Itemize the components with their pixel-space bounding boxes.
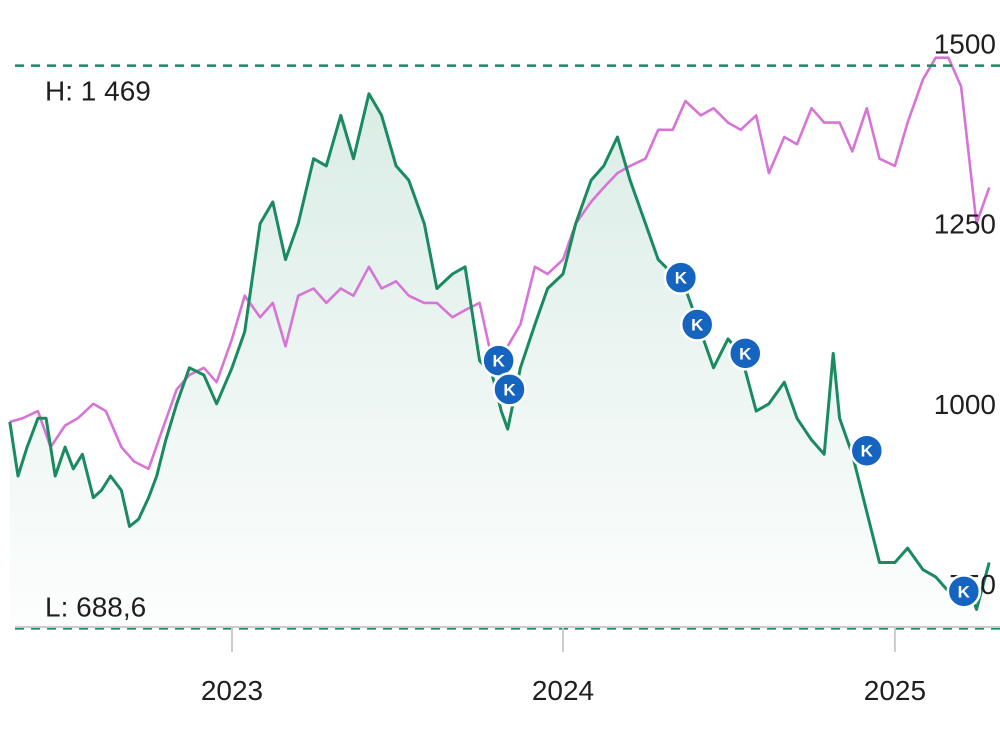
event-marker[interactable]: K	[946, 574, 982, 609]
x-tick-label: 2023	[201, 675, 263, 706]
event-marker[interactable]: K	[481, 343, 516, 378]
primary-series-line	[8, 92, 991, 611]
x-axis: 2023 2024 2025	[15, 626, 1000, 706]
event-marker-dot	[679, 307, 715, 342]
event-marker[interactable]: K	[492, 372, 527, 407]
low-label: L: 688,6	[45, 591, 146, 622]
event-marker-label: K	[492, 352, 505, 371]
y-tick-label: 1250	[934, 209, 996, 240]
high-label: H: 1 469	[45, 76, 151, 107]
event-marker-label: K	[739, 344, 752, 363]
event-marker-dot	[849, 433, 885, 468]
y-tick-label: 1500	[934, 28, 996, 59]
event-marker[interactable]: K	[728, 336, 763, 371]
y-tick-label: 1000	[934, 389, 996, 420]
event-marker-dot	[946, 574, 982, 609]
event-marker[interactable]: K	[663, 260, 699, 295]
event-marker-label: K	[503, 380, 516, 399]
event-marker-label: K	[958, 582, 971, 601]
event-marker[interactable]: K	[849, 433, 885, 468]
event-marker-dot	[728, 336, 763, 371]
event-marker-dot	[663, 260, 699, 295]
event-marker-dot	[492, 372, 527, 407]
event-marker[interactable]: K	[679, 307, 715, 342]
event-marker-label: K	[861, 442, 874, 461]
event-marker-label: K	[675, 269, 688, 288]
event-marker-label: K	[691, 316, 704, 335]
x-tick-label: 2025	[864, 675, 926, 706]
primary-series-area	[9, 93, 990, 628]
x-tick-label: 2024	[532, 675, 594, 706]
